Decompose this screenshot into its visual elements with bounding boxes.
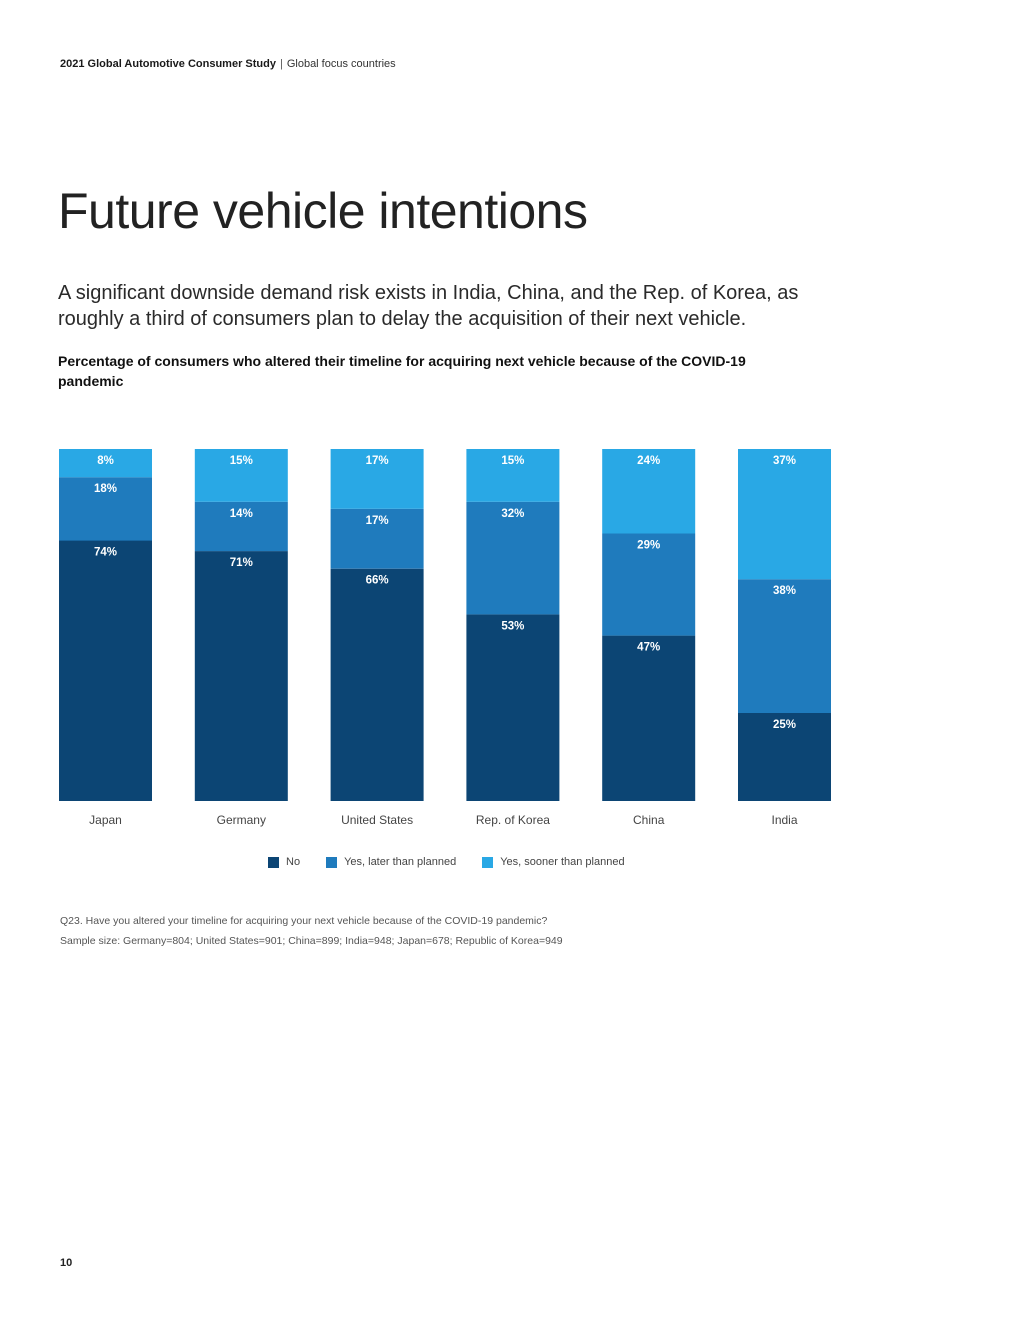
bar-segment-china-no (602, 635, 696, 801)
category-label-india: India (771, 813, 797, 827)
stacked-bar-chart: 74% 18% 8% Japan 71% 14% 15% Germany 66% 17% 17% Un… (59, 449, 831, 827)
data-label-germany-no: 71% (230, 557, 253, 569)
data-label-united-states-no: 66% (366, 575, 389, 587)
legend-swatch-later (326, 856, 338, 868)
bar-segment-japan-yes-sooner-than-planned (59, 449, 152, 478)
legend-label-sooner: Yes, sooner than planned (500, 856, 625, 868)
page-title: Future vehicle intentions (58, 183, 588, 239)
bar-segment-germany-yes-sooner-than-planned (194, 449, 288, 502)
category-label-japan: Japan (89, 813, 122, 827)
data-label-india-no: 25% (773, 719, 796, 731)
data-label-germany-yes-later-than-planned: 14% (230, 508, 253, 520)
category-label-rep-of-korea: Rep. of Korea (476, 813, 550, 827)
category-label-united-states: United States (341, 813, 413, 827)
bar-segment-rep-of-korea-yes-sooner-than-planned (466, 449, 560, 502)
data-label-japan-yes-sooner-than-planned: 8% (97, 455, 114, 467)
data-label-china-yes-later-than-planned: 29% (637, 540, 660, 552)
page-header: 2021 Global Automotive Consumer Study | Gl… (60, 58, 396, 70)
chart-title: Percentage of consumers who altered thei… (58, 353, 746, 389)
bar-segment-germany-no (194, 551, 288, 801)
bar-segment-china-yes-sooner-than-planned (602, 449, 696, 534)
bar-segment-united-states-no (330, 568, 424, 801)
data-label-germany-yes-sooner-than-planned: 15% (230, 455, 253, 467)
category-label-china: China (633, 813, 665, 827)
data-label-japan-no: 74% (94, 547, 117, 559)
data-label-rep-of-korea-no: 53% (501, 620, 524, 632)
study-name: 2021 Global Automotive Consumer Study (60, 58, 276, 70)
legend-swatch-sooner (482, 856, 494, 868)
chart-notes: Q23. Have you altered your timeline for … (60, 911, 563, 951)
data-label-japan-yes-later-than-planned: 18% (94, 483, 117, 495)
data-label-united-states-yes-sooner-than-planned: 17% (366, 455, 389, 467)
page-subtitle: A significant downside demand risk exist… (58, 282, 799, 330)
data-label-rep-of-korea-yes-later-than-planned: 32% (501, 508, 524, 520)
bar-segment-rep-of-korea-no (466, 614, 560, 801)
legend-item-sooner: Yes, sooner than planned (482, 856, 625, 868)
header-separator: | (279, 58, 283, 70)
survey-question: Q23. Have you altered your timeline for … (60, 915, 548, 927)
bar-segment-china-yes-later-than-planned (602, 533, 696, 636)
chart-legend: No Yes, later than planned Yes, sooner t… (268, 856, 651, 868)
section-name: Global focus countries (286, 58, 396, 70)
bar-segment-united-states-yes-sooner-than-planned (330, 449, 424, 509)
legend-label-later: Yes, later than planned (344, 856, 457, 868)
legend-label-no: No (286, 856, 301, 868)
bar-segment-japan-yes-later-than-planned (59, 477, 152, 541)
bar-segment-india-yes-sooner-than-planned (738, 449, 831, 580)
data-label-rep-of-korea-yes-sooner-than-planned: 15% (501, 455, 524, 467)
bar-segment-india-yes-later-than-planned (738, 579, 831, 713)
bar-segment-united-states-yes-later-than-planned (330, 508, 424, 569)
bar-segment-rep-of-korea-yes-later-than-planned (466, 501, 560, 615)
bar-segment-india-no (738, 713, 831, 801)
legend-item-later: Yes, later than planned (326, 856, 456, 868)
data-label-china-no: 47% (637, 642, 660, 654)
sample-size: Sample size: Germany=804; United States=… (60, 935, 563, 947)
data-label-united-states-yes-later-than-planned: 17% (366, 515, 389, 527)
legend-swatch-no (268, 856, 279, 868)
bar-segment-japan-no (59, 540, 152, 801)
legend-item-no: No (268, 856, 300, 868)
page-number: 10 (60, 1257, 73, 1269)
category-label-germany: Germany (217, 813, 266, 827)
data-label-india-yes-sooner-than-planned: 37% (773, 455, 796, 467)
bar-segment-germany-yes-later-than-planned (194, 501, 288, 552)
data-label-china-yes-sooner-than-planned: 24% (637, 455, 660, 467)
data-label-india-yes-later-than-planned: 38% (773, 585, 796, 597)
